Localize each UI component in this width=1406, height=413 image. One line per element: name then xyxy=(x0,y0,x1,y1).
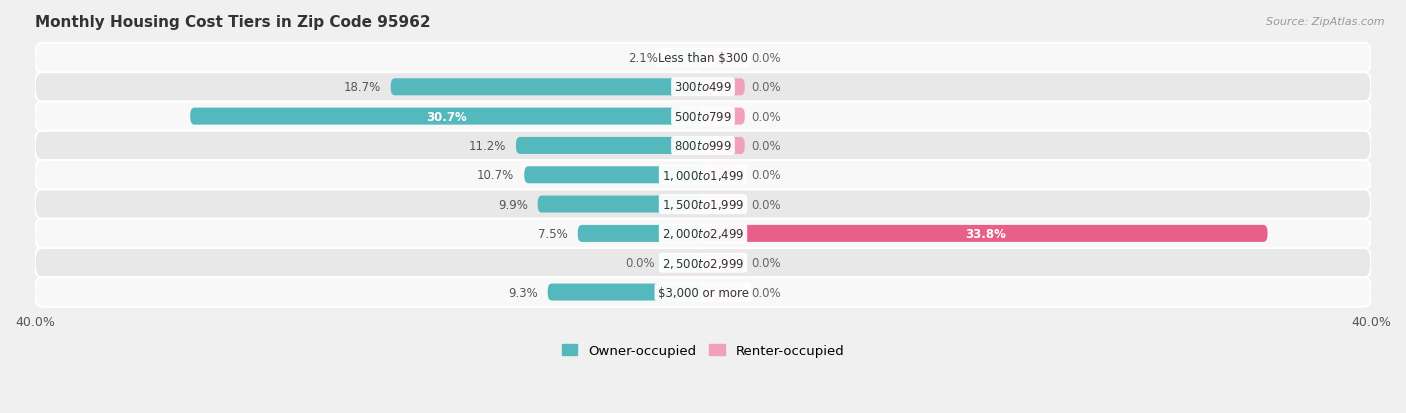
FancyBboxPatch shape xyxy=(35,190,1371,219)
FancyBboxPatch shape xyxy=(703,284,745,301)
Text: 30.7%: 30.7% xyxy=(426,110,467,123)
Text: 0.0%: 0.0% xyxy=(751,198,782,211)
Text: 18.7%: 18.7% xyxy=(343,81,381,94)
Text: $2,500 to $2,999: $2,500 to $2,999 xyxy=(662,256,744,270)
Text: 7.5%: 7.5% xyxy=(538,227,568,240)
Text: $1,000 to $1,499: $1,000 to $1,499 xyxy=(662,169,744,182)
FancyBboxPatch shape xyxy=(537,196,703,213)
Text: 0.0%: 0.0% xyxy=(751,52,782,65)
Text: $2,000 to $2,499: $2,000 to $2,499 xyxy=(662,227,744,241)
Text: Less than $300: Less than $300 xyxy=(658,52,748,65)
Text: 33.8%: 33.8% xyxy=(965,227,1005,240)
FancyBboxPatch shape xyxy=(35,73,1371,102)
FancyBboxPatch shape xyxy=(668,50,703,67)
FancyBboxPatch shape xyxy=(661,254,703,272)
Text: $1,500 to $1,999: $1,500 to $1,999 xyxy=(662,197,744,211)
Text: 0.0%: 0.0% xyxy=(624,256,655,270)
Text: $800 to $999: $800 to $999 xyxy=(673,140,733,152)
FancyBboxPatch shape xyxy=(703,196,745,213)
FancyBboxPatch shape xyxy=(703,225,1268,242)
FancyBboxPatch shape xyxy=(703,50,745,67)
FancyBboxPatch shape xyxy=(524,167,703,184)
Text: 0.0%: 0.0% xyxy=(751,110,782,123)
Text: $3,000 or more: $3,000 or more xyxy=(658,286,748,299)
Text: 0.0%: 0.0% xyxy=(751,256,782,270)
FancyBboxPatch shape xyxy=(35,249,1371,278)
FancyBboxPatch shape xyxy=(35,219,1371,249)
Text: 9.9%: 9.9% xyxy=(498,198,527,211)
Text: 10.7%: 10.7% xyxy=(477,169,515,182)
FancyBboxPatch shape xyxy=(703,79,745,96)
Text: 0.0%: 0.0% xyxy=(751,140,782,152)
FancyBboxPatch shape xyxy=(391,79,703,96)
FancyBboxPatch shape xyxy=(35,278,1371,307)
Text: 0.0%: 0.0% xyxy=(751,81,782,94)
Text: 2.1%: 2.1% xyxy=(628,52,658,65)
FancyBboxPatch shape xyxy=(578,225,703,242)
FancyBboxPatch shape xyxy=(35,161,1371,190)
Text: $500 to $799: $500 to $799 xyxy=(673,110,733,123)
FancyBboxPatch shape xyxy=(703,138,745,154)
Text: Source: ZipAtlas.com: Source: ZipAtlas.com xyxy=(1267,17,1385,26)
FancyBboxPatch shape xyxy=(703,254,745,272)
FancyBboxPatch shape xyxy=(703,108,745,125)
Text: Monthly Housing Cost Tiers in Zip Code 95962: Monthly Housing Cost Tiers in Zip Code 9… xyxy=(35,15,430,30)
FancyBboxPatch shape xyxy=(190,108,703,125)
FancyBboxPatch shape xyxy=(35,44,1371,73)
Text: $300 to $499: $300 to $499 xyxy=(673,81,733,94)
FancyBboxPatch shape xyxy=(516,138,703,154)
Text: 0.0%: 0.0% xyxy=(751,286,782,299)
Text: 0.0%: 0.0% xyxy=(751,169,782,182)
FancyBboxPatch shape xyxy=(703,167,745,184)
Text: 9.3%: 9.3% xyxy=(508,286,537,299)
Text: 11.2%: 11.2% xyxy=(468,140,506,152)
FancyBboxPatch shape xyxy=(35,102,1371,131)
Legend: Owner-occupied, Renter-occupied: Owner-occupied, Renter-occupied xyxy=(557,339,849,363)
FancyBboxPatch shape xyxy=(548,284,703,301)
FancyBboxPatch shape xyxy=(35,131,1371,161)
